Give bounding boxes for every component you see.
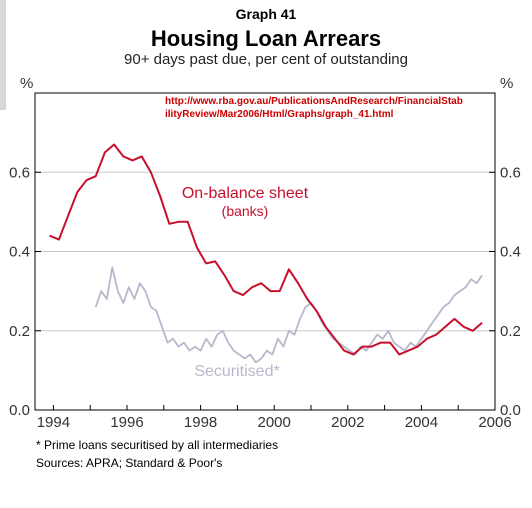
source-url: http://www.rba.gov.au/PublicationsAndRes…	[165, 96, 463, 120]
series-label-securitised: Securitised*	[194, 363, 279, 380]
x-tick-label: 1996	[110, 414, 143, 431]
footnote: * Prime loans securitised by all interme…	[36, 438, 279, 452]
chart-subtitle: 90+ days past due, per cent of outstandi…	[124, 51, 408, 68]
y-tick-label-left: 0.6	[9, 164, 30, 181]
y-tick-label-left: 0.0	[9, 402, 30, 419]
sources-note: Sources: APRA; Standard & Poor's	[36, 456, 223, 470]
series-label-on-balance: On-balance sheet	[182, 185, 309, 202]
x-tick-label: 1998	[184, 414, 217, 431]
series-on-balance-line	[49, 143, 483, 356]
graph-label: Graph 41	[235, 6, 297, 22]
y-tick-label-left: 0.4	[9, 244, 30, 261]
y-tick-label-right: 0.4	[500, 244, 521, 261]
x-tick-labels: 1994 1996 1998 2000 2002 2004 2006	[37, 414, 512, 431]
y-tick-labels-right: 0.0 0.2 0.4 0.6	[500, 164, 521, 419]
x-tick-label: 2004	[405, 414, 438, 431]
y-tick-label-right: 0.6	[500, 164, 521, 181]
x-tick-label: 1994	[37, 414, 70, 431]
window-edge	[0, 0, 6, 110]
series-securitised-line	[94, 266, 483, 364]
y-unit-left: %	[20, 75, 33, 92]
axis-ticks	[35, 171, 495, 411]
series-label-on-balance-sub: (banks)	[222, 203, 269, 219]
y-tick-label-right: 0.2	[500, 323, 521, 340]
x-tick-label: 2002	[331, 414, 364, 431]
y-tick-label-right: 0.0	[500, 402, 521, 419]
gridlines	[35, 171, 495, 332]
y-unit-right: %	[500, 75, 513, 92]
x-tick-label: 2006	[478, 414, 511, 431]
chart-title: Housing Loan Arrears	[150, 26, 382, 51]
y-tick-labels-left: 0.0 0.2 0.4 0.6	[9, 164, 30, 419]
y-tick-label-left: 0.2	[9, 323, 30, 340]
x-tick-label: 2000	[258, 414, 291, 431]
